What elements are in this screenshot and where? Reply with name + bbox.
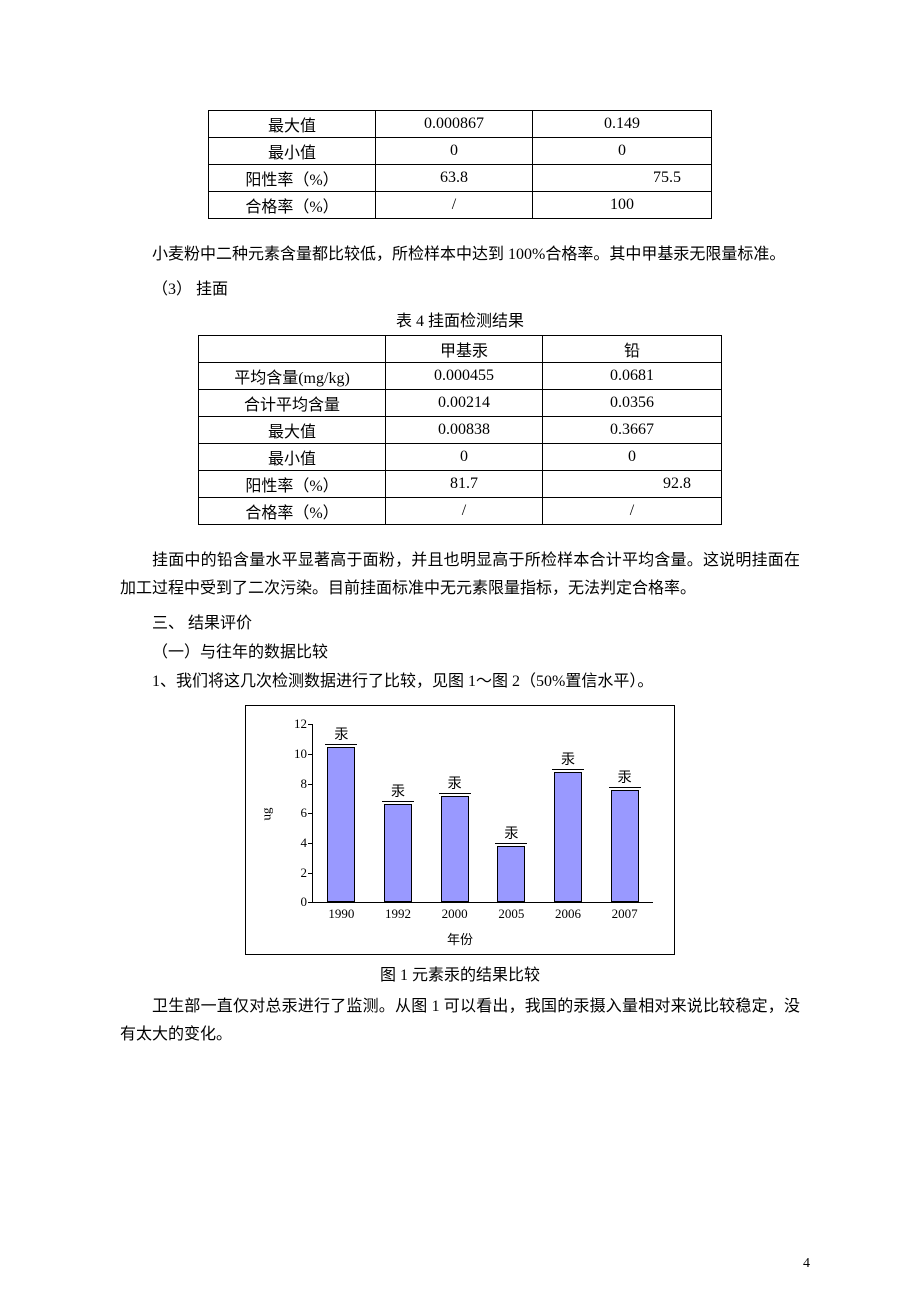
- cell-value: 100: [533, 192, 712, 219]
- list-line: 1、我们将这几次检测数据进行了比较，见图 1～图 2（50%置信水平）。: [120, 668, 800, 695]
- cell-header: [199, 336, 386, 363]
- section-heading: （3） 挂面: [120, 276, 800, 303]
- table-row: 最小值 0 0: [199, 444, 722, 471]
- cell-value: 0.000867: [376, 111, 533, 138]
- table-row: 阳性率（%） 63.8 75.5: [209, 165, 712, 192]
- cell-label: 最大值: [199, 417, 386, 444]
- chart-xlabel: 年份: [246, 929, 674, 948]
- chart-xtick: 2000: [433, 906, 477, 922]
- chart-bar: [611, 790, 639, 903]
- cell-label: 合格率（%）: [209, 192, 376, 219]
- page-number: 4: [803, 1256, 810, 1272]
- table-row: 合格率（%） / /: [199, 498, 722, 525]
- cell-header: 铅: [543, 336, 722, 363]
- subsection-heading: （一）与往年的数据比较: [120, 639, 800, 666]
- chart-plot-area: 024681012汞1990汞1992汞2000汞2005汞2006汞2007: [312, 724, 653, 903]
- chart-bar: [554, 772, 582, 903]
- chart-bar-label: 汞: [552, 749, 584, 770]
- chart-ytick: 6: [283, 805, 307, 821]
- chart-xtick: 2007: [603, 906, 647, 922]
- table-row: 最小值 0 0: [209, 138, 712, 165]
- table-row: 平均含量(mg/kg) 0.000455 0.0681: [199, 363, 722, 390]
- chart-ytick: 10: [283, 746, 307, 762]
- chart-bar-label: 汞: [382, 781, 414, 802]
- chart-ytick: 8: [283, 776, 307, 792]
- table-row: 最大值 0.00838 0.3667: [199, 417, 722, 444]
- chart-xtick: 1992: [376, 906, 420, 922]
- cell-value: 0.00838: [386, 417, 543, 444]
- cell-value: 0.0356: [543, 390, 722, 417]
- cell-value: 0: [543, 444, 722, 471]
- table-row: 最大值 0.000867 0.149: [209, 111, 712, 138]
- chart-bar: [384, 804, 412, 902]
- chart-bar-label: 汞: [609, 767, 641, 788]
- cell-value: /: [543, 498, 722, 525]
- table-noodles: 甲基汞 铅 平均含量(mg/kg) 0.000455 0.0681 合计平均含量…: [198, 335, 722, 525]
- cell-label: 最大值: [209, 111, 376, 138]
- chart-ytick: 4: [283, 835, 307, 851]
- cell-value: 92.8: [543, 471, 722, 498]
- paragraph: 小麦粉中二种元素含量都比较低，所检样本中达到 100%合格率。其中甲基汞无限量标…: [120, 241, 800, 268]
- section-heading: 三、 结果评价: [120, 610, 800, 637]
- cell-value: 0.000455: [386, 363, 543, 390]
- table-caption: 表 4 挂面检测结果: [120, 307, 800, 331]
- chart-bar: [441, 796, 469, 903]
- cell-label: 阳性率（%）: [209, 165, 376, 192]
- chart-ylabel: ug: [259, 808, 275, 821]
- cell-label: 合计平均含量: [199, 390, 386, 417]
- cell-header: 甲基汞: [386, 336, 543, 363]
- cell-label: 平均含量(mg/kg): [199, 363, 386, 390]
- cell-value: 0.0681: [543, 363, 722, 390]
- cell-value: 75.5: [533, 165, 712, 192]
- cell-value: 0: [386, 444, 543, 471]
- chart-bar: [497, 846, 525, 902]
- figure-caption: 图 1 元素汞的结果比较: [120, 961, 800, 985]
- chart-xtick: 1990: [319, 906, 363, 922]
- table-header-row: 甲基汞 铅: [199, 336, 722, 363]
- cell-value: 0: [533, 138, 712, 165]
- cell-label: 合格率（%）: [199, 498, 386, 525]
- cell-value: /: [376, 192, 533, 219]
- chart-xtick: 2005: [489, 906, 533, 922]
- cell-value: 81.7: [386, 471, 543, 498]
- table-row: 合计平均含量 0.00214 0.0356: [199, 390, 722, 417]
- table-row: 阳性率（%） 81.7 92.8: [199, 471, 722, 498]
- chart-xtick: 2006: [546, 906, 590, 922]
- chart-ytick: 12: [283, 716, 307, 732]
- cell-value: 0: [376, 138, 533, 165]
- chart-bar-label: 汞: [325, 724, 357, 745]
- chart-bar-label: 汞: [439, 773, 471, 794]
- cell-label: 最小值: [209, 138, 376, 165]
- page: 最大值 0.000867 0.149 最小值 0 0 阳性率（%） 63.8 7…: [0, 0, 920, 1302]
- table-wheat-flour: 最大值 0.000867 0.149 最小值 0 0 阳性率（%） 63.8 7…: [208, 110, 712, 219]
- cell-value: 0.3667: [543, 417, 722, 444]
- table-row: 合格率（%） / 100: [209, 192, 712, 219]
- chart-ytick: 0: [283, 894, 307, 910]
- cell-label: 阳性率（%）: [199, 471, 386, 498]
- cell-value: /: [386, 498, 543, 525]
- cell-label: 最小值: [199, 444, 386, 471]
- chart-bar-label: 汞: [495, 823, 527, 844]
- chart-ytick: 2: [283, 865, 307, 881]
- paragraph: 挂面中的铅含量水平显著高于面粉，并且也明显高于所检样本合计平均含量。这说明挂面在…: [120, 547, 800, 601]
- chart-bar: [327, 747, 355, 903]
- mercury-bar-chart: ug 024681012汞1990汞1992汞2000汞2005汞2006汞20…: [245, 705, 675, 955]
- cell-value: 0.00214: [386, 390, 543, 417]
- cell-value: 0.149: [533, 111, 712, 138]
- paragraph: 卫生部一直仅对总汞进行了监测。从图 1 可以看出，我国的汞摄入量相对来说比较稳定…: [120, 993, 800, 1047]
- cell-value: 63.8: [376, 165, 533, 192]
